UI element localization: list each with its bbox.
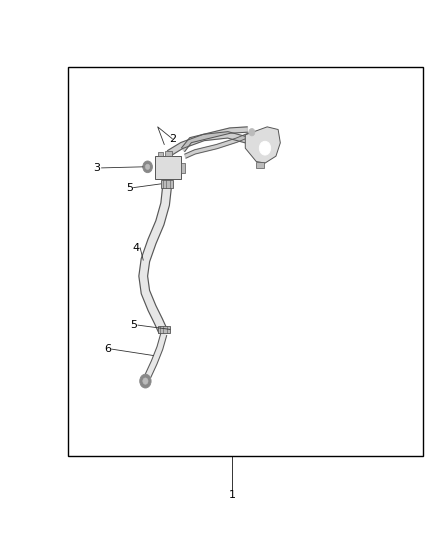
Bar: [165, 151, 172, 156]
Circle shape: [249, 128, 255, 136]
Circle shape: [145, 164, 150, 169]
Polygon shape: [139, 188, 171, 334]
Text: 6: 6: [104, 344, 111, 354]
Text: 1: 1: [229, 490, 236, 499]
Bar: [155, 156, 181, 179]
Bar: [158, 152, 163, 156]
Polygon shape: [145, 333, 167, 377]
Text: 5: 5: [126, 183, 133, 192]
Circle shape: [140, 374, 151, 388]
Text: 4: 4: [132, 243, 139, 253]
Text: 5: 5: [130, 320, 137, 330]
Circle shape: [143, 161, 152, 173]
Polygon shape: [167, 132, 248, 156]
Polygon shape: [245, 127, 280, 163]
Polygon shape: [181, 127, 247, 151]
Text: 3: 3: [93, 163, 100, 173]
Circle shape: [143, 378, 148, 384]
Bar: [68, 67, 423, 456]
Bar: [158, 326, 170, 333]
Polygon shape: [185, 133, 250, 158]
Circle shape: [259, 141, 271, 155]
Bar: [256, 162, 264, 168]
Text: 2: 2: [170, 134, 177, 143]
Bar: [181, 163, 185, 173]
Bar: [161, 180, 173, 188]
